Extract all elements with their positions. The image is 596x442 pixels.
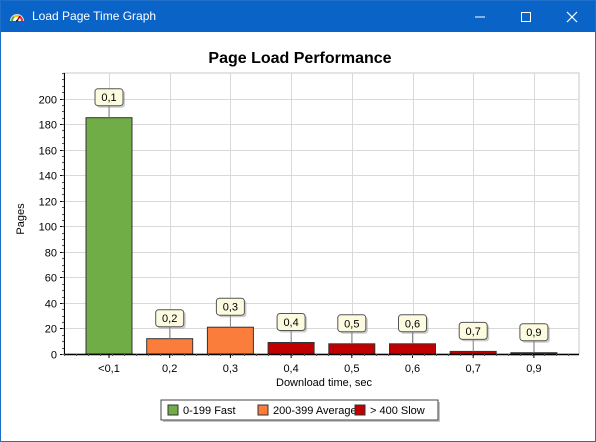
legend-swatch-fast [167,404,179,416]
y-tick-label: 60 [45,273,57,285]
data-label: 0,2 [162,313,177,325]
bar [267,342,315,355]
x-tick-label: 0,9 [526,363,541,375]
y-tick-label: 200 [39,95,57,107]
data-label: 0,5 [344,318,359,330]
y-tick-label: 120 [39,197,57,209]
data-label-box [398,314,427,333]
data-label-box [215,297,245,316]
y-tick-label: 0 [51,350,57,362]
minimize-icon [475,16,485,18]
data-label-box [94,88,124,107]
legend-label-slow: > 400 Slow [370,405,425,417]
legend-swatch-slow [354,404,366,416]
maximize-icon [521,12,531,22]
data-label-box [276,313,306,331]
x-tick-label: 0,2 [162,363,177,375]
data-label-box [337,314,367,333]
y-tick-label: 160 [39,146,57,158]
bar [85,117,133,355]
y-tick-label: 20 [45,324,57,336]
y-tick-label: 40 [45,299,57,311]
legend: 0-199 Fast 200-399 Average > 400 Slow [160,399,440,422]
plot-frame [63,72,580,355]
bar [206,326,254,355]
minimize-button[interactable] [457,1,503,32]
data-label: 0,1 [101,92,116,104]
data-label: 0,3 [223,302,238,314]
x-tick-label: 0,3 [223,363,238,375]
y-tick-label: 80 [45,248,57,260]
chart-area: Page Load Performance 0 20 40 60 80 100 120 140… [1,32,595,441]
legend-label-fast: 0-199 Fast [183,405,236,417]
y-tick-label: 180 [39,120,57,132]
y-tick-label: 140 [39,171,57,183]
close-button[interactable] [549,1,595,32]
data-label-box [519,323,549,342]
x-axis-title: Download time, sec [276,377,372,389]
bar [449,350,497,355]
legend-label-average: 200-399 Average [273,405,357,417]
bar-chart: Page Load Performance 0 20 40 60 80 100 120 140… [15,50,580,422]
legend-box [160,399,439,421]
legend-swatch-average [257,404,269,416]
x-tick-label: 0,6 [405,363,420,375]
bar [389,343,436,355]
x-tick-label: 0,4 [283,363,298,375]
speedometer-icon [9,9,25,25]
data-label: 0,4 [283,317,298,329]
title-bar[interactable]: Load Page Time Graph [1,1,595,32]
y-axis-title: Pages [15,203,27,235]
close-icon [566,11,578,23]
x-tick-label: 0,7 [466,363,481,375]
bar [146,338,194,355]
data-label-box [458,321,488,340]
chart-title: Page Load Performance [208,50,391,67]
y-tick-label: 100 [39,222,57,234]
x-tick-label: 0,5 [344,363,359,375]
data-label: 0,6 [405,318,420,330]
x-tick-label: <0,1 [98,363,120,375]
window-title: Load Page Time Graph [32,9,157,23]
data-label-box [155,309,185,328]
bar [328,343,376,355]
data-label: 0,9 [526,327,541,339]
maximize-button[interactable] [503,1,549,32]
data-label: 0,7 [466,326,481,338]
